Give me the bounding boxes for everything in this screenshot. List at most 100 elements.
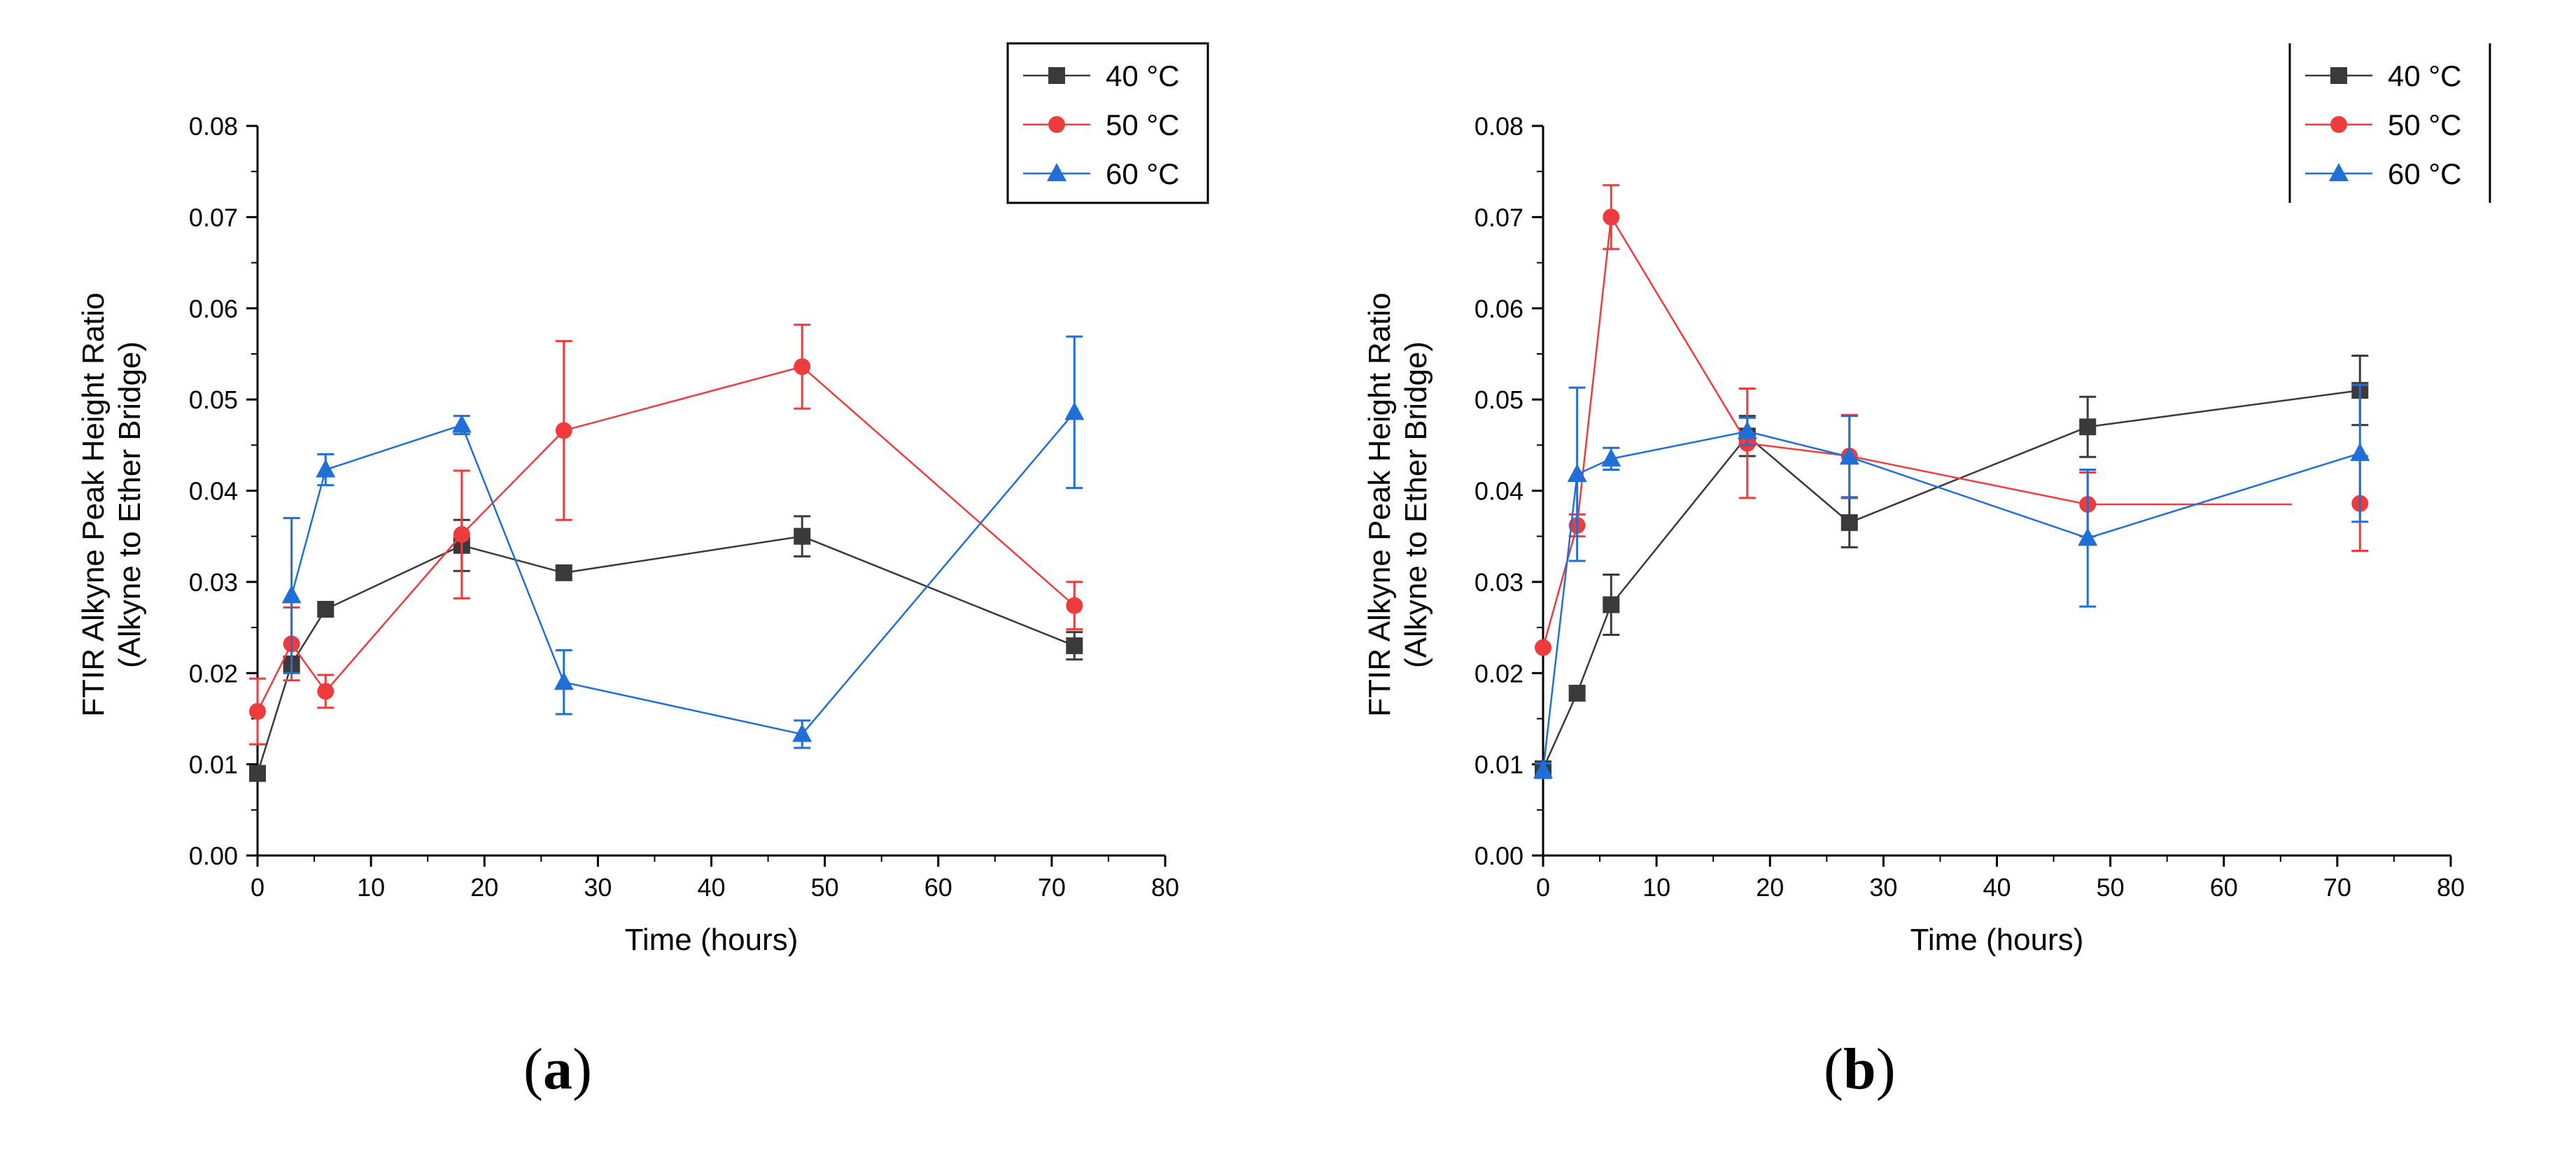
series-line <box>256 535 1075 774</box>
x-tick-label: 0 <box>1536 873 1550 902</box>
y-tick-label: 0.00 <box>1474 842 1523 870</box>
data-point <box>1064 402 1085 420</box>
chart-panel-b: 0.00 0.01 0.02 0.03 0.04 0.05 0.06 0.07 0.08 0 10 2… <box>1363 43 2491 957</box>
y-tick-label: 0.04 <box>1474 477 1523 506</box>
x-axis-title: Time (hours) <box>625 923 798 957</box>
legend-marker <box>2330 116 2347 133</box>
data-point <box>2350 443 2370 462</box>
x-tick-label: 30 <box>584 873 612 902</box>
legend-marker <box>1048 67 1065 84</box>
x-tick-label: 60 <box>2210 873 2238 902</box>
data-point <box>281 585 302 604</box>
x-tick-label: 0 <box>251 873 265 902</box>
data-point <box>1737 420 1757 439</box>
y-tick-label: 0.03 <box>1474 568 1523 597</box>
data-point <box>249 765 266 782</box>
data-point <box>2078 527 2098 546</box>
legend-marker <box>2329 163 2349 181</box>
data-point <box>1066 637 1083 655</box>
y-tick-label: 0.02 <box>1474 659 1523 688</box>
x-axis-title: Time (hours) <box>1910 923 2084 957</box>
x-tick-label: 30 <box>1869 873 1897 902</box>
panel-label-a: (a) <box>523 1035 592 1103</box>
data-point <box>1568 684 1586 702</box>
y-tick-label: 0.02 <box>189 659 238 688</box>
y-tick-label: 0.03 <box>189 568 238 597</box>
chart-panel-a: 0.00 0.01 0.02 0.03 0.04 0.05 0.06 0.07 0.08 0 10 2… <box>76 42 1209 957</box>
data-point <box>1535 639 1551 656</box>
series-line <box>1542 214 2293 648</box>
x-tick-label: 50 <box>2097 873 2125 902</box>
data-point <box>792 723 812 742</box>
data-point <box>1839 446 1859 465</box>
legend-entry: 50 °C <box>1106 108 1180 141</box>
y-tick-label: 0.07 <box>189 203 238 232</box>
paren-close: ) <box>572 1037 592 1102</box>
x-tick-label: 10 <box>357 873 385 902</box>
y-tick-label: 0.04 <box>189 477 238 506</box>
legend-marker <box>1047 163 1067 181</box>
data-point <box>1603 208 1620 226</box>
series-line <box>256 365 1076 712</box>
y-tick-label: 0.01 <box>189 751 238 779</box>
data-point <box>453 526 470 544</box>
legend-entry: 40 °C <box>2388 59 2462 92</box>
y-tick-label: 0.06 <box>189 294 238 323</box>
data-point <box>1066 597 1083 614</box>
data-point <box>554 672 574 690</box>
y-tick-label: 0.08 <box>1474 112 1523 141</box>
y-axis-title-line1: FTIR Alkyne Peak Height Ratio <box>76 292 111 716</box>
y-axis-title-line2: (Alkyne to Ether Bridge) <box>1399 341 1433 668</box>
x-tick-label: 10 <box>1642 873 1670 902</box>
panel-label-b: (b) <box>1824 1035 1896 1103</box>
data-point <box>317 683 335 700</box>
legend-entry: 40 °C <box>1106 59 1180 92</box>
y-tick-label: 0.08 <box>189 112 238 141</box>
x-tick-label: 40 <box>1983 873 2011 902</box>
x-tick-label: 40 <box>697 873 725 902</box>
x-tick-label: 60 <box>924 873 952 902</box>
data-point <box>451 414 472 433</box>
y-tick-label: 0.06 <box>1474 294 1523 323</box>
y-tick-label: 0.01 <box>1474 751 1523 779</box>
data-point <box>1840 514 1858 532</box>
y-axis-title-line2: (Alkyne to Ether Bridge) <box>113 341 147 668</box>
paren-open: ( <box>523 1037 543 1102</box>
data-point <box>1603 596 1620 613</box>
data-point <box>555 564 572 581</box>
legend-entry: 60 °C <box>1106 157 1180 190</box>
y-tick-label: 0.05 <box>189 385 238 414</box>
data-point <box>249 703 266 720</box>
x-tick-label: 80 <box>1151 873 1179 902</box>
paren-open: ( <box>1824 1037 1843 1102</box>
y-tick-label: 0.07 <box>1474 203 1523 232</box>
legend-marker <box>2330 67 2347 84</box>
data-point <box>1601 448 1621 467</box>
legend-frame <box>1006 42 1209 204</box>
data-point <box>2079 418 2097 436</box>
legend-entry: 60 °C <box>2388 157 2462 190</box>
x-tick-label: 20 <box>1756 873 1784 902</box>
data-point <box>1533 760 1553 779</box>
data-point <box>794 527 811 545</box>
x-tick-label: 70 <box>1038 873 1066 902</box>
x-tick-label: 70 <box>2323 873 2351 902</box>
x-tick-label: 20 <box>470 873 498 902</box>
data-point <box>1567 464 1587 483</box>
x-tick-label: 50 <box>811 873 839 902</box>
series-line <box>290 411 1076 735</box>
data-point <box>316 459 336 478</box>
y-tick-label: 0.05 <box>1474 385 1523 414</box>
data-point <box>555 422 572 439</box>
legend-entry: 50 °C <box>2388 108 2462 141</box>
legend-marker <box>1048 116 1065 133</box>
data-point <box>794 358 811 376</box>
y-tick-label: 0.00 <box>189 842 238 870</box>
panel-letter-a: a <box>542 1037 572 1102</box>
paren-close: ) <box>1875 1037 1896 1102</box>
data-point <box>317 600 335 618</box>
x-tick-label: 80 <box>2437 873 2465 902</box>
panel-letter-b: b <box>1843 1037 1876 1102</box>
y-axis-title-line1: FTIR Alkyne Peak Height Ratio <box>1363 292 1397 716</box>
